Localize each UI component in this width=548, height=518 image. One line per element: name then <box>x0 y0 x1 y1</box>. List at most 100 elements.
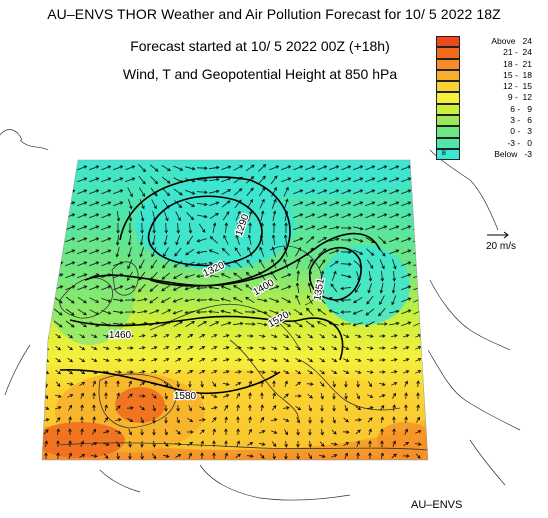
wind-arrow <box>113 201 124 207</box>
wind-arrow <box>128 222 132 234</box>
wind-arrow <box>236 404 240 412</box>
wind-arrow <box>416 404 420 412</box>
contour-line-1460 <box>69 315 344 361</box>
wind-arrow <box>259 358 266 362</box>
wind-arrow <box>208 273 219 278</box>
wind-arrow <box>80 440 84 447</box>
wind-arrow <box>318 295 326 305</box>
wind-arrow <box>356 440 360 447</box>
wind-arrow <box>270 175 278 185</box>
wind-arrow <box>356 393 360 400</box>
wind-arrow <box>389 201 400 207</box>
wind-arrow <box>294 394 302 398</box>
wind-arrow <box>77 308 87 316</box>
wind-arrow <box>139 247 144 258</box>
wind-arrow <box>378 382 386 386</box>
wind-arrow <box>416 416 421 423</box>
wind-arrow <box>222 211 230 221</box>
wind-arrow <box>127 418 134 423</box>
wind-arrow <box>233 188 243 196</box>
wind-arrow <box>161 309 172 315</box>
wind-arrow <box>317 248 327 256</box>
wind-arrow <box>392 428 396 436</box>
wind-arrow <box>79 357 86 363</box>
wind-arrow <box>150 187 158 197</box>
wind-arrow <box>283 234 288 246</box>
wind-arrow <box>53 237 64 243</box>
wind-arrow <box>415 430 422 434</box>
wind-arrow <box>211 381 217 388</box>
wind-arrow <box>53 189 64 195</box>
wind-arrow <box>341 274 352 279</box>
cold-core-east <box>320 245 410 325</box>
wind-arrow <box>65 320 75 328</box>
wind-arrow <box>66 382 74 386</box>
wind-arrow <box>283 418 290 422</box>
wind-arrow <box>319 369 326 375</box>
wind-arrow <box>389 249 400 255</box>
wind-arrow <box>92 380 96 387</box>
wind-arrow <box>125 285 136 291</box>
wind-arrow <box>317 177 328 183</box>
wind-arrow <box>332 416 336 424</box>
wind-arrow <box>101 201 112 207</box>
wind-arrow <box>259 430 266 434</box>
wind-arrow <box>364 321 375 327</box>
wind-arrow <box>42 261 52 267</box>
wind-arrow <box>137 309 148 314</box>
wind-arrow <box>232 297 243 303</box>
wind-arrow <box>416 392 420 400</box>
wind-arrow <box>378 358 386 362</box>
wind-arrow <box>212 452 216 459</box>
wind-arrow <box>259 334 266 338</box>
wind-arrow <box>77 189 88 195</box>
wind-arrow <box>185 189 196 195</box>
wind-arrow <box>196 238 207 243</box>
wind-arrow <box>293 308 303 316</box>
wind-arrow <box>162 188 171 197</box>
wind-arrow <box>392 440 396 447</box>
legend-entry: 9 - 12 <box>436 92 544 104</box>
wind-arrow <box>113 165 124 171</box>
wind-arrow <box>175 429 181 435</box>
wind-arrow <box>307 369 314 375</box>
wind-arrow <box>128 429 132 436</box>
wind-arrow <box>307 357 314 363</box>
wind-arrow <box>126 406 134 410</box>
wind-arrow <box>221 247 230 256</box>
wind-arrow <box>296 428 300 436</box>
wind-arrow <box>319 381 325 387</box>
wind-arrow <box>163 370 170 374</box>
wind-arrow <box>367 406 374 410</box>
wind-arrow <box>271 405 277 411</box>
wind-arrow <box>138 164 147 173</box>
wind-arrow <box>172 285 183 291</box>
wind-arrow <box>89 189 100 195</box>
wind-arrow <box>401 225 412 231</box>
wind-arrow <box>378 346 386 350</box>
wind-arrow <box>329 225 340 230</box>
wind-arrow <box>53 308 63 316</box>
wind-arrow <box>139 199 145 210</box>
height-contours <box>59 176 381 394</box>
wind-arrow <box>101 189 112 195</box>
legend-swatch: B <box>436 148 460 161</box>
wind-arrow <box>199 346 206 350</box>
wind-arrow <box>379 259 385 270</box>
wind-arrow <box>197 214 208 219</box>
wind-arrow <box>296 440 300 448</box>
wind-arrow <box>355 429 361 435</box>
wind-arrow <box>42 213 52 219</box>
wind-arrow <box>307 282 312 293</box>
wind-arrow <box>248 222 252 234</box>
wind-arrow <box>187 369 194 374</box>
wind-arrow <box>378 334 386 338</box>
wind-arrow <box>65 177 76 183</box>
wind-arrow <box>152 441 156 448</box>
legend-swatch <box>436 103 460 116</box>
wind-arrow <box>295 381 302 387</box>
wind-arrow <box>344 452 348 459</box>
wind-arrow <box>196 286 208 290</box>
wind-arrow <box>140 452 144 460</box>
wind-arrow <box>67 394 74 398</box>
